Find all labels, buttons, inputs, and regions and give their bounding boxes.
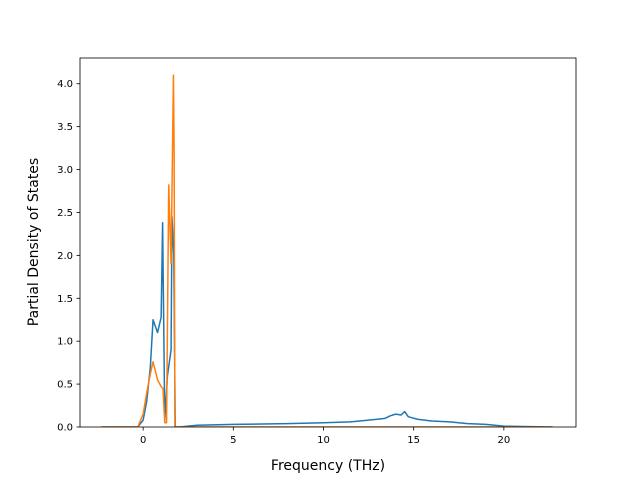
y-tick-label: 1.0 [57, 337, 73, 348]
x-axis-label: Frequency (THz) [271, 458, 385, 474]
series-line-1 [101, 216, 553, 427]
y-tick-label: 4.0 [57, 79, 73, 90]
y-tick-label: 2.0 [57, 251, 73, 262]
y-tick-label: 3.0 [57, 165, 73, 176]
y-tick-label: 2.5 [57, 208, 73, 219]
y-axis-label: Partial Density of States [26, 158, 42, 326]
x-tick-label: 15 [407, 435, 420, 446]
x-tick-label: 20 [497, 435, 510, 446]
y-tick-label: 3.5 [57, 122, 73, 133]
axes-layer: 0 5 10 15 20 0.0 0.5 1.0 1.5 2.0 2.5 3.0 3.5 4.0 [57, 57, 577, 446]
axes-frame [79, 57, 577, 428]
series-line-2 [101, 74, 553, 427]
y-tick-label: 1.5 [57, 294, 73, 305]
y-tick-label: 0.0 [57, 423, 73, 434]
plot-layer [101, 74, 553, 427]
y-tick-label: 0.5 [57, 380, 73, 391]
x-tick-label: 5 [230, 435, 236, 446]
x-tick-label: 0 [140, 435, 146, 446]
x-tick-label: 10 [317, 435, 330, 446]
